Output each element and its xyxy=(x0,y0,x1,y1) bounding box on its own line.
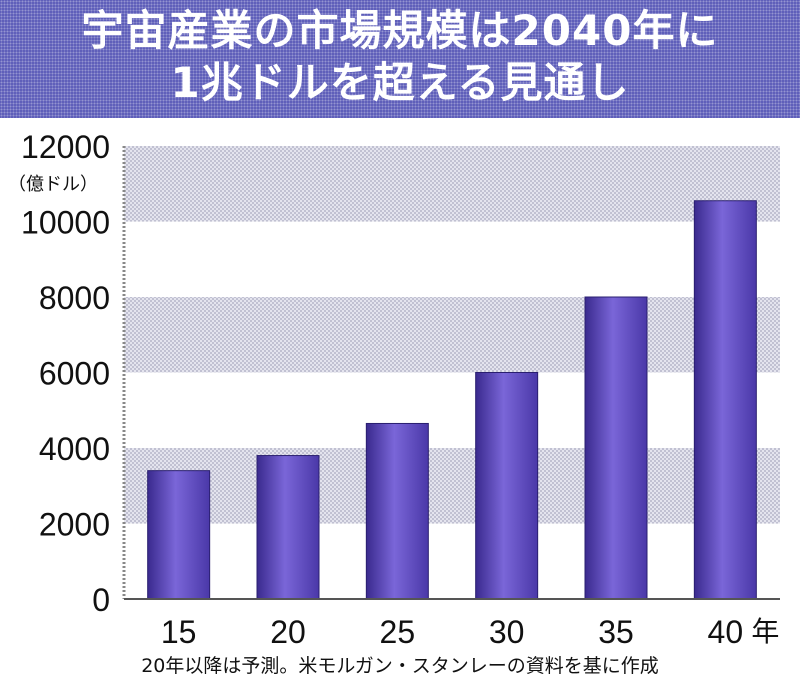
y-tick-label: 12000 xyxy=(21,129,110,165)
y-tick-label: 8000 xyxy=(39,280,110,316)
y-tick-label: 2000 xyxy=(39,507,110,543)
y-axis: 0 2000 4000 6000 8000 10000 12000 （億ドル） xyxy=(8,129,126,618)
bar xyxy=(584,296,648,600)
bar xyxy=(256,455,320,600)
grid-band-plain xyxy=(124,221,780,297)
grid-band-shaded xyxy=(124,448,780,524)
bar xyxy=(693,200,757,600)
x-tick-label: 40 xyxy=(708,614,744,650)
bar-chart: 0 2000 4000 6000 8000 10000 12000 （億ドル） 15 20 25 3… xyxy=(8,129,780,650)
x-tick-label: 25 xyxy=(380,614,416,650)
chart-title-line-1: 宇宙産業の市場規模は2040年に xyxy=(81,6,719,55)
grid-band-plain xyxy=(124,372,780,448)
bar xyxy=(475,372,539,600)
y-tick-label: 4000 xyxy=(39,431,110,467)
grid-band-plain xyxy=(124,523,780,599)
x-tick-label: 15 xyxy=(161,614,197,650)
x-unit-suffix: 年 xyxy=(751,615,779,648)
y-tick-label: 0 xyxy=(92,582,110,618)
title-banner: 宇宙産業の市場規模は2040年に 1兆ドルを超える見通し xyxy=(0,0,800,118)
x-tick-label: 35 xyxy=(598,614,634,650)
grid-band-shaded xyxy=(124,297,780,373)
y-tick-label: 6000 xyxy=(39,356,110,392)
bar xyxy=(365,422,429,600)
bars xyxy=(147,200,757,600)
chart-title-line-2: 1兆ドルを超える見通し xyxy=(170,58,630,107)
x-axis: 15 20 25 30 35 40 年 xyxy=(124,598,780,650)
grid-bands xyxy=(124,146,780,599)
bar xyxy=(147,470,211,600)
x-tick-label: 20 xyxy=(270,614,306,650)
y-unit-label: （億ドル） xyxy=(8,174,98,195)
x-tick-label: 30 xyxy=(489,614,525,650)
grid-band-shaded xyxy=(124,146,780,222)
y-tick-label: 10000 xyxy=(21,205,110,241)
source-note: 20年以降は予測。米モルガン・スタンレーの資料を基に作成 xyxy=(141,655,659,677)
